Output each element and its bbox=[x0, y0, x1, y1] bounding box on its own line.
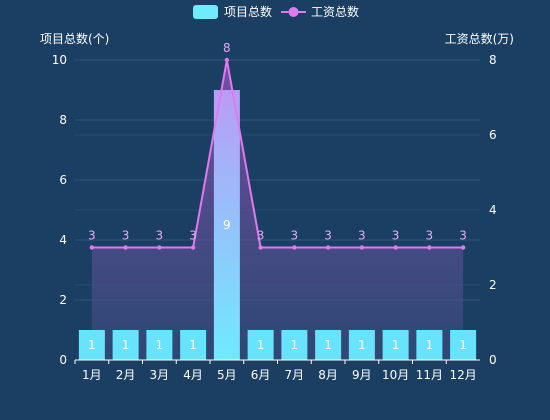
x-tick-label: 11月 bbox=[416, 368, 443, 382]
line-value-label: 3 bbox=[156, 229, 164, 243]
line-value-label: 3 bbox=[358, 229, 366, 243]
bar-value-label: 1 bbox=[122, 338, 130, 352]
bars bbox=[78, 90, 477, 360]
bar bbox=[315, 330, 342, 360]
right-tick-label: 4 bbox=[489, 203, 497, 217]
left-tick-label: 0 bbox=[59, 353, 67, 367]
x-tick-label: 9月 bbox=[352, 368, 372, 382]
line-point bbox=[258, 245, 263, 250]
line-value-label: 3 bbox=[459, 229, 467, 243]
legend-item-line[interactable]: 工资总数 bbox=[281, 4, 359, 19]
bar-value-label: 1 bbox=[257, 338, 265, 352]
line-point bbox=[292, 245, 297, 250]
legend-item-bars[interactable]: 项目总数 bbox=[193, 4, 272, 19]
x-tick-label: 7月 bbox=[285, 368, 305, 382]
line-point bbox=[460, 245, 466, 250]
bar-value-label: 1 bbox=[358, 338, 366, 352]
right-tick-label: 0 bbox=[489, 353, 497, 367]
axes: 0 2 4 6 8 10 0 2 4 6 8 1月 2月 3月 4月 5月 6月 7月 8月 9月 10月 11月 12月 bbox=[52, 53, 497, 382]
line-value-label: 3 bbox=[257, 229, 265, 243]
line-point bbox=[359, 245, 365, 250]
line-value-label: 3 bbox=[392, 229, 400, 243]
line-value-label: 3 bbox=[324, 229, 332, 243]
bar-value-label: 1 bbox=[291, 338, 299, 352]
line-value-label: 3 bbox=[189, 229, 197, 243]
line-point bbox=[393, 245, 398, 250]
line-point bbox=[427, 245, 432, 250]
x-tick-label: 2月 bbox=[116, 368, 136, 382]
line-value-label: 3 bbox=[426, 229, 434, 243]
bar bbox=[382, 330, 409, 360]
left-tick-label: 10 bbox=[52, 53, 67, 67]
line-point bbox=[190, 245, 196, 250]
right-tick-label: 6 bbox=[489, 128, 497, 142]
legend-bar-label: 项目总数 bbox=[224, 4, 272, 19]
line-series bbox=[89, 57, 466, 250]
x-tick-label: 10月 bbox=[382, 368, 409, 382]
bar bbox=[247, 330, 274, 360]
legend-line-marker bbox=[288, 7, 299, 17]
line-area bbox=[91, 60, 464, 360]
x-tick-label: 6月 bbox=[251, 368, 271, 382]
bar-value-label: 1 bbox=[392, 338, 400, 352]
bar-value-label: 1 bbox=[324, 338, 332, 352]
line-value-label: 3 bbox=[88, 229, 96, 243]
right-tick-label: 2 bbox=[489, 278, 497, 292]
bar bbox=[213, 90, 240, 360]
line-area-fill bbox=[91, 60, 464, 360]
bar-value-label: 1 bbox=[88, 338, 96, 352]
left-tick-label: 8 bbox=[59, 113, 67, 127]
bar bbox=[348, 330, 375, 360]
x-tick-label: 5月 bbox=[217, 368, 237, 382]
bar bbox=[180, 330, 207, 360]
bar bbox=[416, 330, 443, 360]
bar-value-label: 9 bbox=[223, 218, 231, 232]
left-tick-label: 2 bbox=[59, 293, 67, 307]
bar-value-label: 1 bbox=[426, 338, 434, 352]
bar bbox=[450, 330, 477, 360]
bar-value-label: 1 bbox=[189, 338, 197, 352]
left-tick-label: 6 bbox=[59, 173, 67, 187]
line-point bbox=[123, 245, 128, 250]
bar bbox=[281, 330, 308, 360]
line-value-label: 3 bbox=[122, 229, 130, 243]
legend-bar-swatch bbox=[193, 5, 218, 19]
x-tick-label: 3月 bbox=[150, 368, 170, 382]
legend[interactable]: 项目总数 工资总数 bbox=[193, 4, 359, 19]
legend-line-label: 工资总数 bbox=[311, 4, 359, 19]
line-point bbox=[325, 245, 331, 250]
data-labels: 1 1 1 1 9 1 1 1 1 1 1 1 3 3 3 3 8 3 3 3 3 3 3 3 bbox=[88, 41, 467, 352]
right-axis-title: 工资总数(万) bbox=[445, 31, 514, 46]
left-axis-title: 项目总数(个) bbox=[40, 31, 109, 46]
line-value-label: 8 bbox=[223, 41, 231, 55]
bar bbox=[78, 330, 105, 360]
x-tick-label: 1月 bbox=[82, 368, 102, 382]
line-path bbox=[91, 59, 464, 249]
right-tick-label: 8 bbox=[489, 53, 497, 67]
line-point bbox=[224, 57, 230, 63]
bar bbox=[112, 330, 139, 360]
line-point bbox=[157, 245, 162, 250]
bar bbox=[146, 330, 173, 360]
left-tick-label: 4 bbox=[59, 233, 67, 247]
bar-value-label: 1 bbox=[156, 338, 164, 352]
x-tick-label: 8月 bbox=[318, 368, 338, 382]
line-point bbox=[89, 245, 95, 250]
x-tick-label: 12月 bbox=[449, 368, 476, 382]
line-value-label: 3 bbox=[291, 229, 299, 243]
bar-value-label: 1 bbox=[459, 338, 467, 352]
x-tick-label: 4月 bbox=[183, 368, 203, 382]
